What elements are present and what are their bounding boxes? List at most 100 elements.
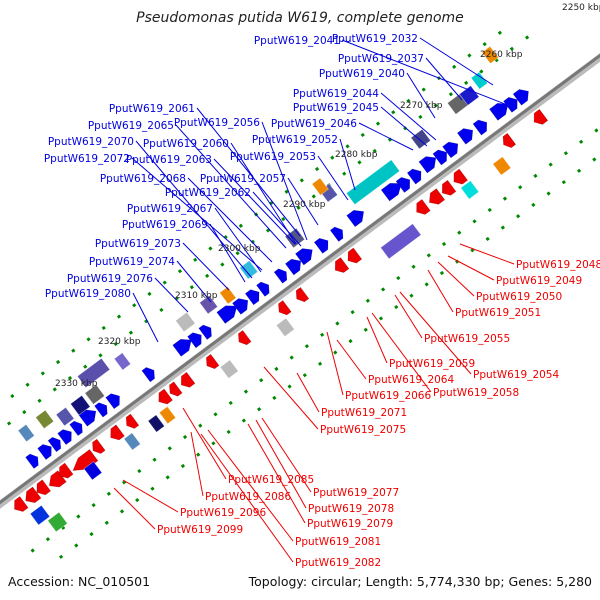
gene-box	[239, 260, 259, 280]
gene-feature	[84, 384, 105, 405]
tick-mark	[467, 53, 472, 58]
gene-arrow	[418, 156, 437, 174]
gene-label: PputW619_2082	[295, 557, 381, 569]
gene-feature	[453, 168, 468, 185]
tick-mark	[424, 282, 429, 287]
gene-label: PputW619_2049	[496, 275, 582, 287]
leader-line	[175, 124, 287, 249]
tick-mark	[152, 457, 157, 462]
tick-mark	[576, 168, 582, 173]
tick-mark	[235, 251, 240, 256]
gene-arrow	[512, 89, 529, 106]
tick-mark	[342, 171, 347, 176]
gene-box	[76, 357, 111, 388]
tick-mark	[378, 316, 384, 321]
gene-arrow	[273, 268, 288, 284]
leader-line	[132, 292, 159, 343]
gene-box	[17, 424, 35, 443]
tick-mark	[509, 46, 514, 51]
gene-label: PputW619_2055	[424, 333, 510, 345]
gene-arrow	[347, 247, 363, 264]
tick-mark	[22, 410, 27, 415]
tick-mark	[304, 344, 310, 349]
gene-arrow	[346, 209, 365, 228]
gene-feature	[57, 429, 72, 445]
gene-arrow	[206, 353, 220, 370]
scale-label: 2260 kbp	[480, 50, 523, 60]
gene-label: PputW619_2052	[252, 134, 338, 146]
tick-mark	[45, 537, 51, 542]
tick-mark	[479, 69, 484, 74]
tick-mark	[594, 128, 599, 133]
gene-box	[481, 45, 499, 64]
leader-line	[371, 312, 432, 393]
gene-arrow	[48, 470, 67, 488]
tick-mark	[74, 543, 79, 548]
gene-label: PputW619_2073	[95, 238, 181, 250]
gene-feature	[48, 470, 67, 488]
tick-mark	[205, 273, 210, 278]
gene-arrow	[380, 182, 402, 202]
scale-label: 2250 kbp	[562, 3, 600, 13]
gene-arrow	[125, 413, 140, 429]
tick-mark	[287, 384, 292, 389]
tick-mark	[272, 395, 277, 400]
gene-label: PputW619_2064	[368, 374, 454, 386]
gene-arrow	[169, 381, 183, 397]
gene-feature	[489, 102, 509, 121]
gene-label: PputW619_2032	[332, 33, 418, 45]
gene-feature	[47, 437, 62, 453]
gene-features	[14, 45, 549, 533]
tick-mark	[281, 217, 286, 222]
tick-mark	[71, 348, 76, 353]
gene-feature	[17, 424, 35, 443]
gene-feature	[141, 367, 155, 383]
gene-feature	[47, 511, 68, 533]
tick-mark	[182, 434, 188, 440]
tick-mark	[284, 189, 289, 194]
gene-label: PputW619_2085	[228, 474, 314, 486]
tick-mark	[193, 257, 198, 262]
tick-mark	[259, 378, 264, 383]
gene-feature	[113, 352, 132, 371]
leader-line	[425, 57, 463, 101]
gene-label: PputW619_2072	[44, 153, 130, 165]
gene-label: PputW619_2053	[230, 151, 316, 163]
label-leader-lines	[113, 37, 515, 563]
gene-label: PputW619_2046	[271, 118, 357, 130]
gene-arrow	[489, 102, 509, 121]
gene-feature	[329, 226, 344, 242]
gene-label: PputW619_2044	[293, 88, 379, 100]
gene-labels: PputW619_2032 PputW619_2037 PputW619_2040 P…	[44, 33, 600, 569]
gene-arrow	[216, 305, 238, 324]
gene-feature	[345, 159, 401, 205]
tick-mark	[208, 246, 213, 251]
gene-arrow	[432, 149, 447, 166]
gene-arrow	[232, 298, 249, 315]
tick-mark	[213, 412, 218, 417]
scale-label: 2320 kbp	[98, 337, 141, 347]
scale-label: 2310 kbp	[175, 291, 218, 301]
gene-box	[70, 395, 91, 416]
tick-mark	[167, 446, 172, 451]
tick-mark	[162, 280, 167, 285]
tick-mark	[257, 407, 262, 412]
gene-arrow	[457, 128, 474, 145]
gene-arrow	[244, 289, 260, 306]
leader-line	[399, 291, 472, 375]
gene-feature	[429, 188, 446, 205]
leader-line	[263, 366, 319, 430]
gene-label: PputW619_2050	[476, 291, 562, 303]
leader-line	[196, 107, 301, 237]
gene-label: PputW619_2099	[157, 524, 243, 536]
tick-mark	[345, 144, 350, 149]
gene-feature	[169, 381, 183, 397]
tick-mark	[320, 332, 325, 337]
gene-feature	[533, 108, 549, 125]
tick-mark	[30, 548, 35, 553]
gene-label: PputW619_2081	[295, 536, 381, 548]
gene-feature	[441, 179, 457, 196]
gene-feature	[35, 409, 55, 429]
gene-feature	[76, 357, 111, 388]
gene-label: PputW619_2054	[473, 369, 559, 381]
